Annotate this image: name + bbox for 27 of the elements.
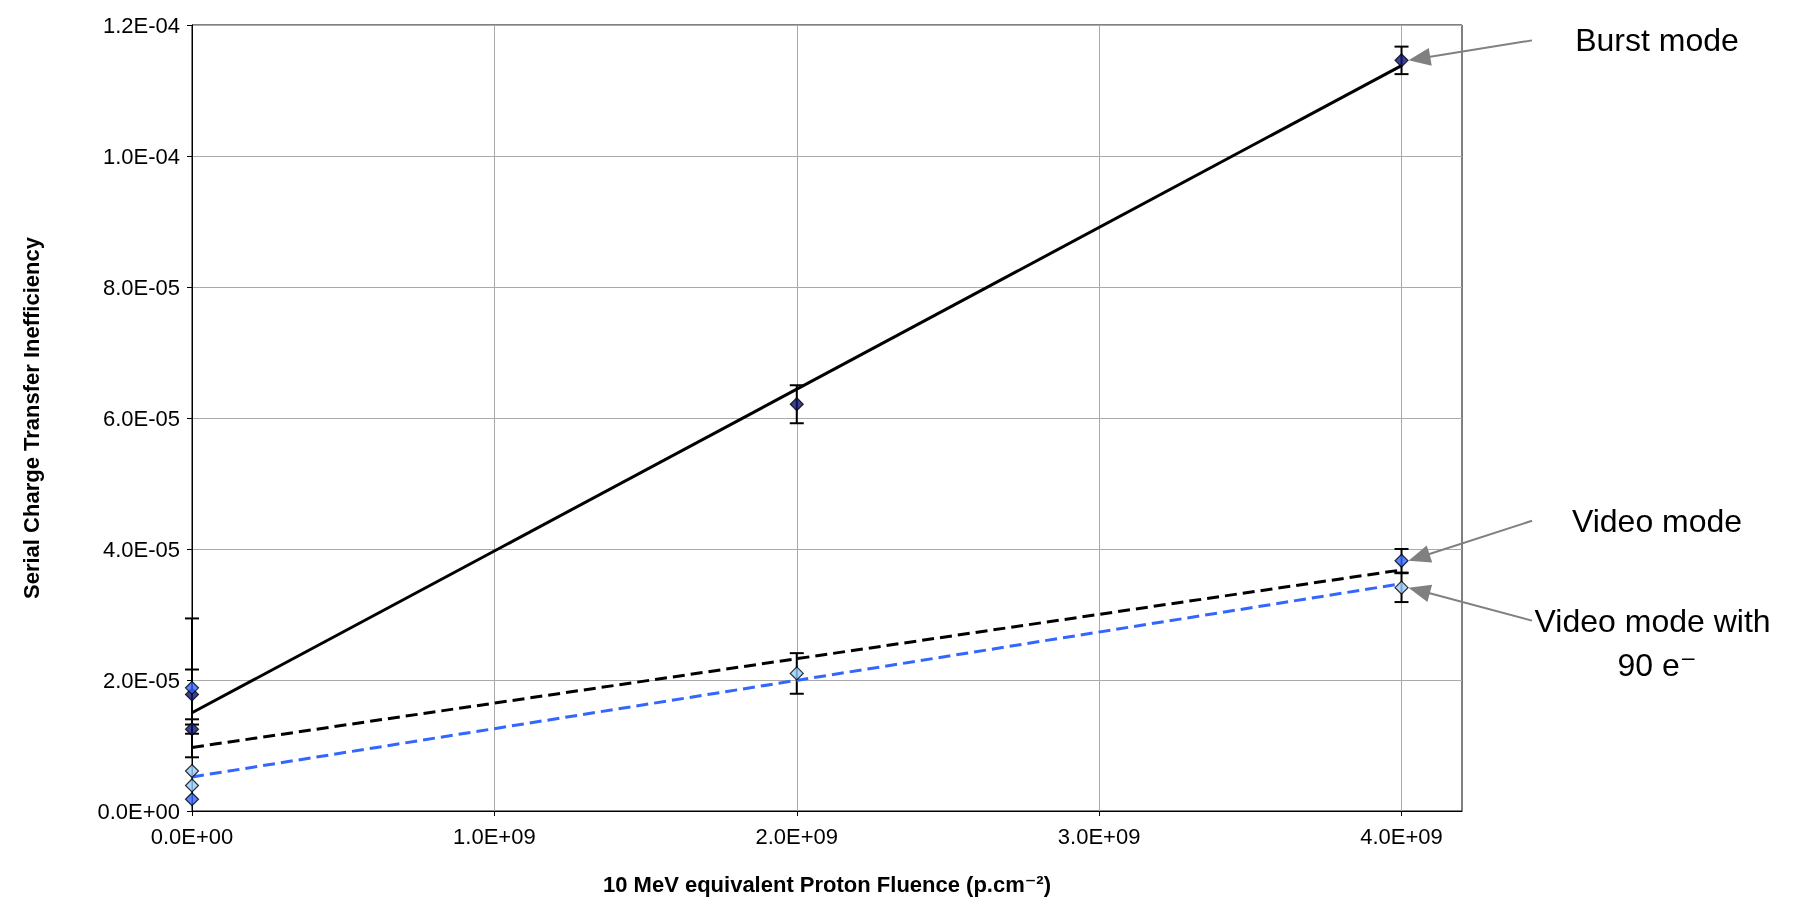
y-tick-label: 2.0E-05 xyxy=(102,667,180,693)
point xyxy=(184,778,200,793)
point xyxy=(789,397,804,412)
x-tick-label: 4.0E+09 xyxy=(1360,823,1443,849)
text: Video mode with 90 e⁻ xyxy=(1534,602,1780,683)
text: Burst mode xyxy=(1575,22,1739,59)
y-tick-label: 6.0E-05 xyxy=(102,405,180,431)
point xyxy=(789,666,804,681)
y-tick-label: 4.0E-05 xyxy=(102,536,180,562)
point xyxy=(184,680,200,695)
point xyxy=(1394,53,1409,68)
point xyxy=(1394,580,1409,595)
text: Video mode xyxy=(1571,502,1743,539)
x-tick-label: 3.0E+09 xyxy=(1057,823,1141,849)
point xyxy=(1394,553,1409,568)
point xyxy=(184,722,200,737)
y-tick-label: 0.0E+00 xyxy=(97,798,180,824)
y-tick-label: 1.0E-04 xyxy=(102,143,180,169)
point xyxy=(184,763,200,779)
y-tick-label: 1.2E-04 xyxy=(102,12,180,38)
x-tick-label: 2.0E+09 xyxy=(755,823,839,849)
point xyxy=(184,792,200,807)
y-axis-title: Serial Charge Transfer Inefficiency xyxy=(18,236,44,599)
x-axis-title: 10 MeV equivalent Proton Fluence (p.cm⁻²) xyxy=(602,871,1052,897)
y-tick-label: 8.0E-05 xyxy=(102,274,180,300)
x-tick-label: 0.0E+00 xyxy=(150,823,234,849)
x-tick-label: 1.0E+09 xyxy=(453,823,536,849)
